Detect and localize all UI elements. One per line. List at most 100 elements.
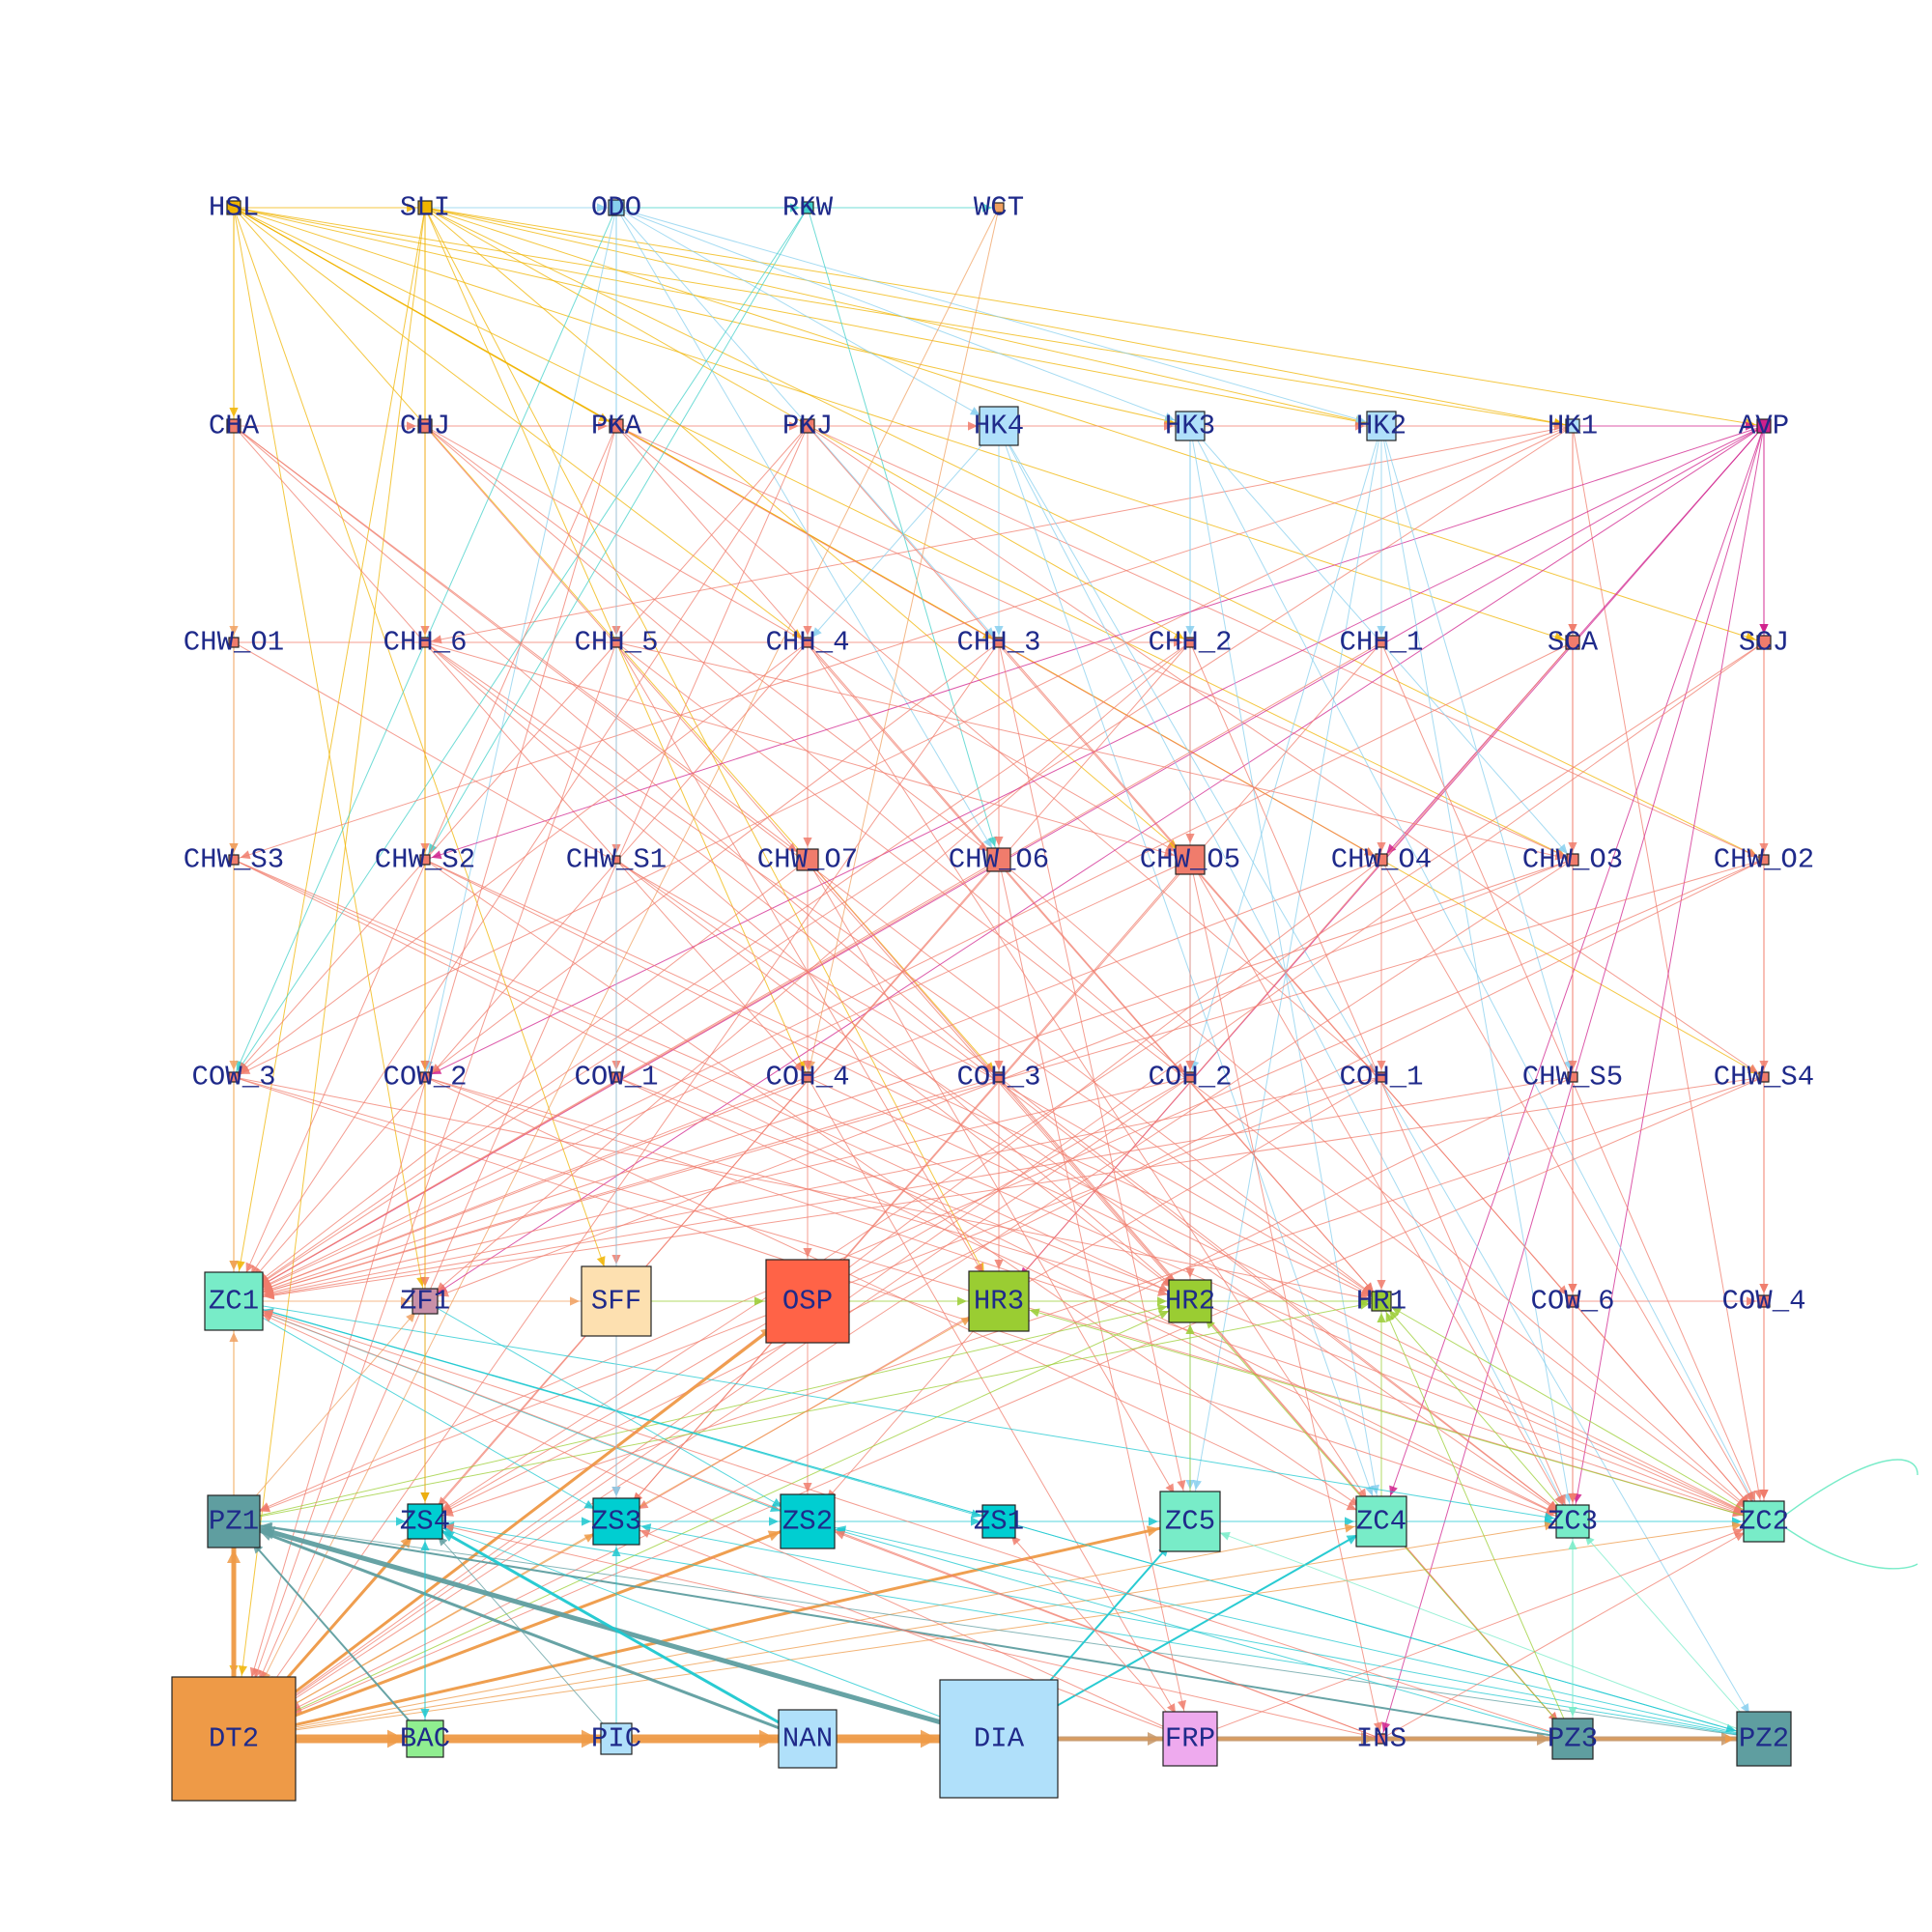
arrowhead-hr1 (1359, 1300, 1371, 1310)
edge-hk1-zc1 (233, 425, 1574, 1302)
node-label: COW_4 (1721, 1286, 1805, 1318)
arrowhead-chw_o2 (1747, 848, 1758, 858)
arrowhead-zs4 (441, 1530, 455, 1542)
arrowhead-zc3 (1544, 1521, 1555, 1531)
arrowhead-pz1 (260, 1530, 273, 1541)
arrowhead-zc3 (1545, 1505, 1556, 1514)
arrowhead-chw_o3 (1568, 842, 1577, 852)
node-label: COW_2 (383, 1062, 467, 1094)
arrowhead-sca (1568, 624, 1577, 634)
arrowhead-chh_3 (984, 627, 995, 638)
arrowhead-zc1 (264, 1291, 275, 1300)
arrowhead-scj (1745, 632, 1756, 641)
edge-pkj-chw_o2 (807, 425, 1765, 861)
node-box (993, 1071, 1005, 1083)
arrowhead-zs2 (767, 1530, 781, 1542)
node-label: CHW_O3 (1522, 844, 1623, 876)
node-label: ZS3 (591, 1506, 641, 1538)
arrowhead-cow_3 (229, 1061, 239, 1070)
arrowhead-hr1 (1377, 1313, 1386, 1322)
node-box (1566, 1294, 1579, 1308)
arrowhead-zc1 (245, 1262, 255, 1273)
arrowhead-hr3 (994, 1260, 1004, 1269)
node-cow-3: COW_3 (191, 1062, 275, 1094)
edge-zc1-zc3 (233, 1300, 1574, 1522)
edge-coh_4-zc1 (233, 1076, 809, 1302)
node-box (228, 1071, 240, 1083)
arrowhead-zs3 (611, 1487, 621, 1496)
arrowhead-chw_s2 (431, 850, 442, 860)
node-box (407, 1503, 443, 1540)
node-rkw: RKW (782, 192, 834, 224)
node-label: CHH_1 (1339, 627, 1423, 659)
node-box (1366, 411, 1397, 441)
arrowhead-chj (407, 421, 416, 431)
edge-ins-zs2 (807, 1520, 1382, 1740)
node-box (611, 855, 621, 865)
node-box (778, 1709, 838, 1769)
edge-coh_2-zc1 (233, 1076, 1191, 1302)
node-coh-2: COH_2 (1148, 1062, 1232, 1094)
node-label: CHJ (400, 411, 450, 442)
node-frp: FRP (1162, 1711, 1218, 1767)
node-box (419, 637, 431, 648)
node-box (800, 418, 815, 434)
node-box (226, 200, 242, 215)
node-label: CHW_O7 (757, 844, 858, 876)
arrowhead-chw_s5 (1568, 1061, 1577, 1070)
node-label: SCA (1548, 627, 1599, 659)
node-hr1: HR1 (1356, 1286, 1406, 1318)
node-label: RKW (782, 192, 834, 224)
node-pz3: PZ3 (1548, 1718, 1598, 1760)
arrowhead-zc3 (1544, 1512, 1555, 1521)
edge-chw_s4-zs4 (424, 1076, 1765, 1522)
node-odo: ODO (591, 192, 641, 224)
arrowhead-chh_3 (981, 630, 993, 639)
node-box (796, 848, 819, 871)
edge-coh_3-pz3 (998, 1076, 1574, 1740)
node-label: HK2 (1356, 411, 1406, 442)
arrowhead-cow_6 (1568, 1284, 1577, 1293)
node-box (780, 1493, 836, 1549)
node-label: ZF1 (400, 1286, 450, 1318)
arrowhead-hk3 (1164, 412, 1176, 421)
node-box (986, 847, 1011, 872)
node-bac: BAC (400, 1719, 450, 1758)
arrowhead-pz1 (260, 1503, 271, 1513)
node-hk4: HK4 (974, 406, 1024, 446)
node-box (1758, 1071, 1770, 1083)
arrowhead-zc4 (1345, 1517, 1354, 1526)
edge-pz3-zc1 (233, 1300, 1574, 1740)
arrowhead-hr3 (1029, 1308, 1040, 1318)
arrowhead-chw_o2 (1759, 843, 1769, 853)
node-box (1184, 637, 1196, 648)
arrowhead-coh_2 (1175, 1063, 1185, 1073)
arrowhead-zc4 (1389, 1485, 1398, 1496)
node-label: ZS4 (400, 1506, 450, 1538)
edge-pz1-zf1 (233, 1300, 426, 1522)
node-cow-4: COW_4 (1721, 1286, 1805, 1318)
node-box (1175, 844, 1206, 875)
node-box (608, 199, 625, 216)
node-nan: NAN (778, 1709, 838, 1769)
node-box (993, 637, 1005, 648)
node-hk1: HK1 (1548, 411, 1598, 442)
arrowhead-dt2 (253, 1667, 263, 1679)
arrowhead-zc4 (1346, 1534, 1358, 1545)
arrowhead-zc2 (1731, 1521, 1743, 1531)
node-label: ZC3 (1548, 1506, 1598, 1538)
arrowhead-chw_o5 (1185, 834, 1195, 843)
arrowhead-chh_4 (803, 626, 812, 636)
node-chw-o6: CHW_O6 (949, 844, 1049, 876)
node-label: ZC1 (209, 1286, 259, 1318)
arrowhead-zs3 (583, 1533, 595, 1543)
node-label: PZ1 (209, 1506, 259, 1538)
node-label: DIA (974, 1723, 1025, 1755)
node-box (406, 1719, 444, 1758)
edge-sli-dt2 (233, 207, 426, 1740)
node-label: HR3 (974, 1286, 1024, 1318)
node-label: COW_1 (574, 1062, 658, 1094)
arrowhead-frp (1178, 1699, 1186, 1711)
node-box (417, 200, 433, 215)
node-label: BAC (400, 1723, 450, 1755)
